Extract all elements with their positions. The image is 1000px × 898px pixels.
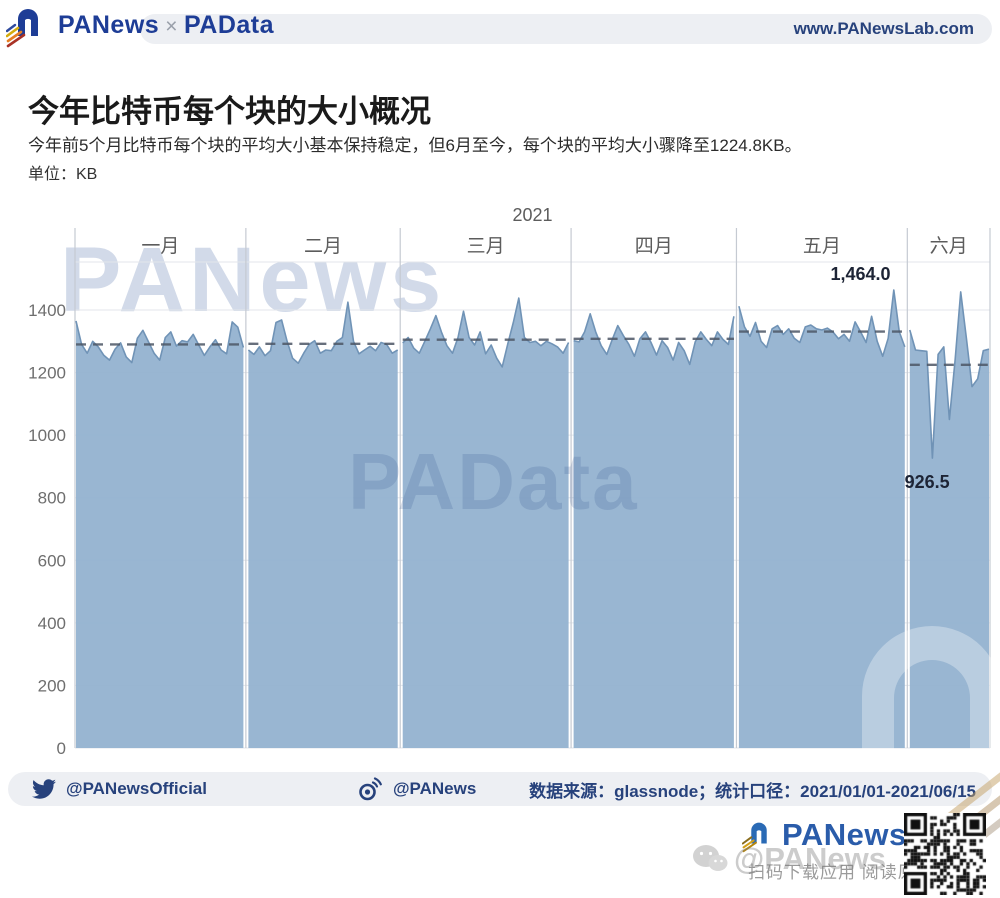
area-month-4 [738, 290, 905, 748]
year-label: 2021 [512, 205, 552, 225]
panews-logo-icon-small [742, 822, 767, 853]
data-source-text: 数据来源：glassnode；统计口径：2021/01/01-2021/06/1… [529, 781, 976, 801]
annotation-1,464.0: 1,464.0 [831, 264, 891, 284]
brand-panews: PANews [58, 10, 160, 39]
wechat-icon [693, 845, 728, 871]
area-month-3 [573, 313, 734, 748]
twitter-handle: @PANewsOfficial [66, 779, 207, 798]
y-axis-tick-label: 1000 [28, 426, 66, 445]
qr-code [904, 813, 986, 895]
area-edge-month-1 [247, 301, 399, 364]
footer-bar: @PANewsOfficial @PANews 数据来源：glassnode；统… [8, 772, 992, 806]
area-edge-month-2 [402, 297, 570, 368]
y-axis-tick-label: 1400 [28, 301, 66, 320]
wechat-watermark-text: @PANews [734, 841, 886, 876]
area-month-1 [248, 302, 398, 748]
bottom-logo-text: PANews [782, 817, 907, 852]
area-edge-month-4 [738, 289, 906, 358]
block-size-area-chart: PANews 0 200 400 600 800 1000 1200 1400 2021 一月 二月 三… [0, 195, 1000, 760]
website-url: www.PANewsLab.com [793, 19, 974, 38]
area-edge-month-0 [75, 320, 245, 364]
arch-watermark [862, 626, 1000, 760]
brand-separator: × [165, 14, 178, 38]
header-logo: PANews × PAData [6, 2, 274, 48]
brand-padata: PAData [183, 10, 275, 39]
y-axis-tick-label: 1200 [28, 364, 66, 383]
month-label: 四月 [635, 236, 673, 257]
bottom-panews-logo: PANews [742, 816, 907, 854]
y-axis-tick-label: 400 [38, 614, 66, 633]
month-label: 一月 [141, 236, 179, 257]
area-month-0 [76, 320, 244, 748]
y-axis-tick-label: 600 [38, 551, 66, 570]
chart-watermark-padata: PAData [348, 437, 639, 526]
month-label: 三月 [467, 236, 505, 257]
brand-text: PANews × PAData [58, 11, 274, 40]
weibo-icon [359, 777, 382, 801]
page-subtitle: 今年前5个月比特币每个块的平均大小基本保持稳定，但6月至今，每个块的平均大小骤降… [28, 136, 802, 155]
unit-label: 单位：KB [28, 166, 98, 183]
scan-caption: 扫码下载应用 阅读原文 [748, 863, 934, 882]
annotation-926.5: 926.5 [905, 472, 950, 492]
panews-logo-icon [6, 9, 38, 48]
chart-svg: PANews 0 200 400 600 800 1000 1200 1400 2021 一月 二月 三… [28, 205, 1000, 760]
month-label: 五月 [803, 236, 841, 257]
area-edge-month-5 [909, 291, 990, 459]
area-edge-month-3 [573, 313, 735, 366]
month-label: 二月 [304, 236, 342, 257]
y-axis-tick-label: 800 [38, 489, 66, 508]
page-title: 今年比特币每个块的大小概况 [28, 94, 431, 129]
y-axis-tick-label: 0 [57, 739, 66, 758]
wechat-watermark: @PANews [692, 841, 886, 877]
y-axis-tick-label: 200 [38, 676, 66, 695]
area-month-2 [402, 298, 569, 748]
chart-watermark-panews: PANews [60, 229, 445, 331]
twitter-icon [32, 779, 56, 799]
weibo-handle: @PANews [392, 779, 477, 798]
header-bar: www.PANewsLab.com [140, 14, 992, 44]
month-label: 六月 [930, 235, 968, 257]
